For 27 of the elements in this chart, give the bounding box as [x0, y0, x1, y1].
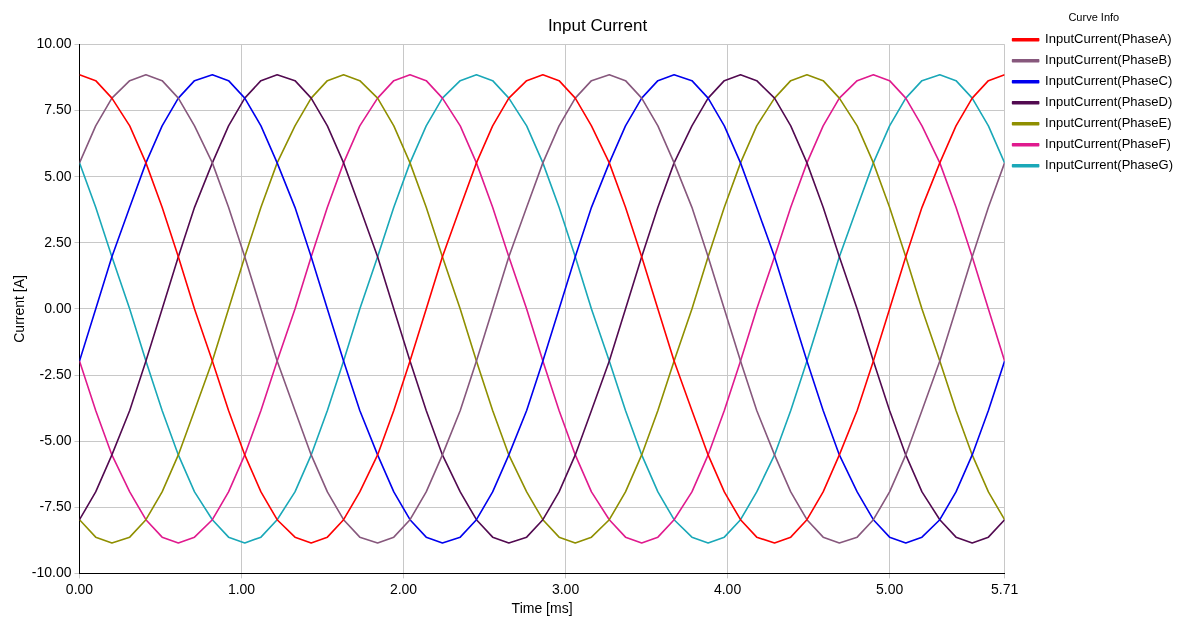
y-tick-label: -10.00: [31, 564, 72, 581]
y-tick-label: 0.00: [44, 299, 72, 316]
y-tick-label: -2.50: [39, 365, 72, 382]
x-tick-label: 5.00: [875, 580, 904, 597]
y-tick-label: 7.50: [44, 101, 72, 118]
y-tick-label: 2.50: [44, 233, 72, 250]
x-tick-label: 1.00: [227, 580, 256, 597]
x-tick-label: 0.00: [65, 580, 94, 597]
y-tick-label: 10.00: [36, 35, 72, 52]
x-axis-title: Time [ms]: [511, 600, 573, 617]
legend-label: InputCurrent(PhaseC): [1045, 73, 1173, 89]
x-tick-label: 5.71: [990, 580, 1019, 597]
legend-label: InputCurrent(PhaseD): [1045, 94, 1173, 110]
y-axis-title: Current [A]: [11, 275, 28, 343]
legend-label: InputCurrent(PhaseF): [1045, 136, 1171, 152]
legend-title: Curve Info: [1068, 10, 1120, 23]
x-tick-label: 3.00: [551, 580, 580, 597]
legend-label: InputCurrent(PhaseE): [1045, 115, 1172, 131]
y-tick-label: 5.00: [44, 167, 72, 184]
y-tick-label: -7.50: [39, 498, 72, 515]
legend-label: InputCurrent(PhaseG): [1045, 157, 1174, 173]
y-tick-label: -5.00: [39, 432, 72, 449]
legend-label: InputCurrent(PhaseB): [1045, 52, 1172, 68]
x-tick-label: 4.00: [713, 580, 742, 597]
x-tick-label: 2.00: [389, 580, 418, 597]
legend-label: InputCurrent(PhaseA): [1045, 31, 1172, 47]
chart-title: Input Current: [547, 15, 648, 35]
